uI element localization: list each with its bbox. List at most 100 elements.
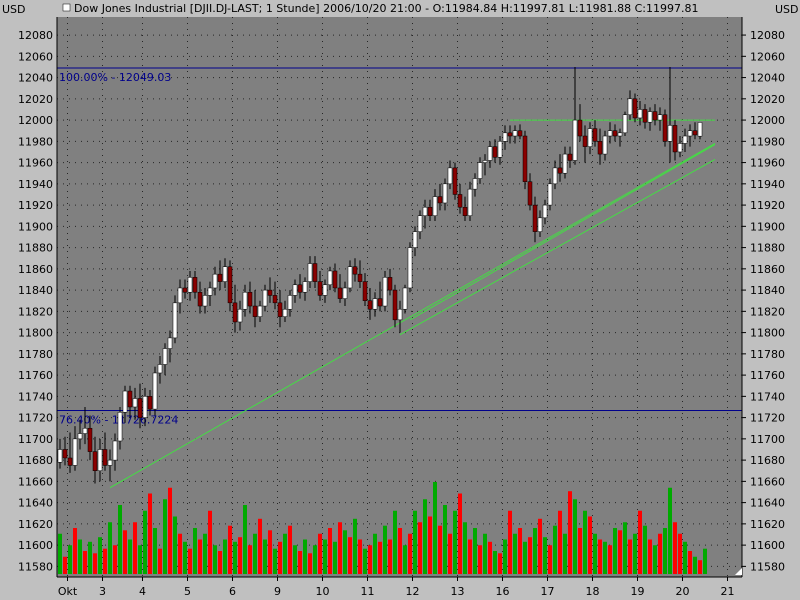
- volume-bar: [333, 541, 337, 574]
- trend-line: [109, 143, 716, 489]
- volume-bar: [248, 545, 252, 574]
- candle-body: [167, 337, 173, 349]
- candle-body: [502, 132, 508, 142]
- volume-bar: [578, 528, 582, 574]
- candle-body: [282, 308, 288, 317]
- candle-body: [682, 135, 688, 144]
- candle-body: [607, 130, 613, 137]
- x-tick-label: 11: [361, 585, 375, 598]
- y-tick-label-left: 11640: [18, 497, 53, 510]
- volume-bar: [158, 548, 162, 574]
- y-tick-label-right: 11940: [750, 178, 785, 191]
- volume-bar: [518, 528, 522, 574]
- volume-bar: [88, 541, 92, 574]
- volume-bar: [573, 499, 577, 574]
- y-tick-label-left: 11900: [18, 220, 53, 233]
- candle-body: [647, 111, 653, 123]
- candle-body: [292, 284, 298, 296]
- candle-body: [77, 433, 83, 440]
- volume-bar: [268, 530, 272, 574]
- candle-body: [582, 135, 588, 147]
- y-tick-label-right: 11820: [750, 305, 785, 318]
- y-tick-label-left: 12060: [18, 50, 53, 63]
- candle-body: [122, 390, 128, 413]
- x-tick-label: 9: [274, 585, 281, 598]
- volume-bar: [658, 533, 662, 574]
- volume-bar: [258, 518, 262, 574]
- candle-body: [622, 114, 628, 134]
- x-tick-label: 4: [139, 585, 146, 598]
- y-tick-label-left: 11780: [18, 348, 53, 361]
- candle-body: [577, 119, 583, 137]
- volume-bar: [183, 541, 187, 574]
- volume-bar: [563, 533, 567, 574]
- volume-bar: [668, 487, 672, 574]
- volume-bar: [73, 528, 77, 574]
- candle-body: [247, 291, 253, 307]
- y-tick-label-left: 12080: [18, 29, 53, 42]
- volume-bar: [483, 533, 487, 574]
- candle-body: [287, 295, 293, 310]
- candle-body: [277, 302, 283, 317]
- candle-body: [522, 135, 528, 182]
- candle-body: [417, 215, 423, 232]
- candle-body: [567, 153, 573, 161]
- y-tick-label-right: 11780: [750, 348, 785, 361]
- y-tick-label-left: 11760: [18, 369, 53, 382]
- volume-bar: [103, 548, 107, 574]
- usd-label-left: USD: [2, 3, 26, 16]
- volume-bar: [633, 533, 637, 574]
- candle-body: [372, 298, 378, 310]
- candle-body: [572, 119, 578, 161]
- candle-body: [467, 188, 473, 216]
- volume-bar: [688, 551, 692, 574]
- candle-body: [367, 300, 373, 310]
- volume-bar: [448, 533, 452, 574]
- chart-title: Dow Jones Industrial [DJII.DJ-LAST; 1 St…: [74, 2, 698, 15]
- volume-bar: [243, 505, 247, 574]
- volume-bar: [583, 510, 587, 574]
- volume-bar: [523, 541, 527, 574]
- volume-bar: [423, 499, 427, 574]
- candle-body: [92, 451, 98, 471]
- candle-body: [402, 287, 408, 310]
- candle-body: [652, 111, 658, 121]
- y-tick-label-left: 11880: [18, 242, 53, 255]
- volume-bar: [58, 533, 62, 574]
- volume-bar: [623, 522, 627, 574]
- candle-body: [457, 194, 463, 208]
- volume-bar: [63, 556, 67, 574]
- corner-resize-icon[interactable]: [735, 568, 742, 575]
- x-tick-label: 12: [406, 585, 420, 598]
- candle-body: [352, 266, 358, 275]
- candle-body: [257, 305, 263, 317]
- volume-bar: [123, 530, 127, 574]
- volume-bar: [393, 510, 397, 574]
- volume-bar: [533, 528, 537, 574]
- candle-body: [87, 427, 93, 452]
- x-tick-label: 20: [676, 585, 690, 598]
- series-marker-icon[interactable]: [62, 3, 71, 12]
- volume-bar: [208, 510, 212, 574]
- y-tick-label-right: 11740: [750, 390, 785, 403]
- volume-bar: [548, 545, 552, 574]
- candle-body: [67, 457, 73, 466]
- candle-body: [377, 298, 383, 307]
- candle-body: [327, 270, 333, 286]
- candle-body: [407, 247, 413, 289]
- candle-body: [127, 390, 133, 408]
- plot-area[interactable]: [57, 17, 742, 577]
- volume-bar: [293, 545, 297, 574]
- candle-body: [207, 287, 213, 296]
- volume-bar: [128, 539, 132, 574]
- volume-bar: [173, 516, 177, 574]
- candle-body: [177, 287, 183, 304]
- volume-bar: [273, 548, 277, 574]
- candle-body: [477, 162, 483, 179]
- y-tick-label-right: 11660: [750, 475, 785, 488]
- candle-body: [267, 289, 273, 296]
- y-tick-label-left: 11800: [18, 327, 53, 340]
- y-tick-label-left: 11840: [18, 284, 53, 297]
- candle-body: [347, 266, 353, 289]
- volume-bar: [288, 525, 292, 574]
